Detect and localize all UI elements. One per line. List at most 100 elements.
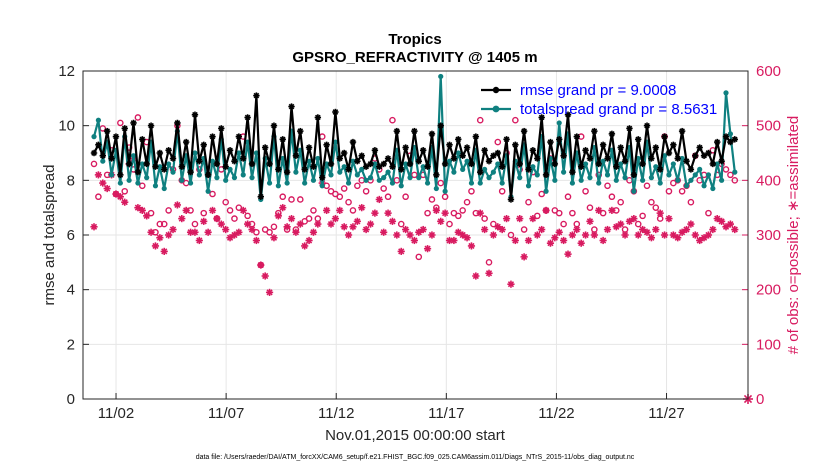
assimilated-point-stroke [134,204,142,211]
assimilated-point-stroke [301,242,308,250]
totalspread-point [688,177,694,183]
rmse-point-stroke [345,166,352,173]
assimilated-point-stroke [608,207,616,214]
assimilated-point-stroke [648,234,655,241]
rmse-point [165,147,172,154]
assimilated-point-stroke [709,226,716,233]
assimilated-point-stroke [384,210,392,217]
assimilated-point [546,239,555,247]
rmse-point-stroke [284,169,290,175]
assimilated-point-stroke [104,185,111,192]
rmse-point-stroke [644,122,650,129]
possible-point [687,198,695,206]
totalspread-point [350,158,356,164]
rmse-point-stroke [600,141,606,148]
rmse-point-stroke [639,161,646,167]
totalspread-point [420,164,426,170]
rmse-point [687,166,695,173]
rmse-point [472,133,480,140]
rmse-point [152,163,159,170]
rmse-point-stroke [236,133,242,140]
rmse-point-stroke [323,141,330,148]
rmse-point [437,122,444,129]
possible-point [134,114,142,121]
assimilated-point [314,220,322,228]
assimilated-point [428,231,436,239]
assimilated-point-stroke [310,229,317,236]
assimilated-point [520,253,528,261]
assimilated-point-stroke [95,171,102,178]
assimilated-point-stroke [161,248,168,255]
rmse-point [156,149,164,157]
assimilated-point-stroke [218,220,225,228]
assimilated-point-stroke [380,229,387,236]
rmse-point-stroke [718,158,725,165]
totalspread-point [438,73,444,80]
possible-point [279,193,287,201]
rmse-point-stroke [477,169,484,175]
totalspread-point [170,169,176,175]
data-file-note: data file: /Users/raeder/DAI/ATM_forcXX/… [196,454,635,461]
possible-point [415,253,423,261]
rmse-point [525,166,532,173]
totalspread-point [187,180,194,186]
assimilated-point-stroke [450,237,458,244]
rmse-point-stroke [657,166,664,173]
possible-point [384,193,392,201]
rmse-point-stroke [319,174,326,181]
rmse-point-stroke [631,172,637,178]
rmse-point [121,125,128,132]
totalspread-point [701,183,707,189]
rmse-point-stroke [468,161,475,167]
x-tick-label: 11/27 [648,405,684,422]
assimilated-point-stroke [240,207,247,214]
assimilated-point-stroke [569,231,576,239]
assimilated-point-stroke [266,289,273,296]
rmse-point [705,149,712,157]
totalspread-point [359,166,365,172]
rmse-point-stroke [205,172,211,178]
rmse-point-stroke [196,158,203,165]
assimilated-point [323,206,331,214]
possible-point [507,231,515,239]
rmse-point [275,166,282,173]
totalspread-point [249,175,255,181]
rmse-point [204,171,212,179]
rmse-point-stroke [372,147,378,154]
rmse-point [314,114,322,121]
assimilated-point [437,217,445,225]
totalspread-point [569,180,575,186]
possible-point [266,228,273,236]
rmse-point-stroke [301,166,308,173]
assimilated-point [516,215,524,223]
totalspread-point [525,183,532,189]
rmse-point-stroke [534,155,541,162]
rmse-point-stroke [569,169,576,175]
rmse-point [411,127,418,135]
rmse-point [261,144,269,151]
rmse-point [731,136,738,143]
totalspread-point [556,120,562,126]
x-tick-label: 11/12 [318,405,354,422]
assimilated-point [726,220,734,228]
totalspread-point [152,183,159,189]
possible-point [428,196,436,203]
totalspread-point [464,158,470,164]
assimilated-point [103,184,111,193]
totalspread-point [657,180,663,186]
rmse-point-stroke [293,152,299,159]
totalspread-point [139,161,145,167]
rmse-point-stroke [394,128,400,134]
y-tick-label-right: 0 [756,391,764,408]
totalspread-point [315,155,321,162]
assimilated-point [682,225,691,234]
rmse-point [468,160,475,168]
assimilated-point-stroke [305,237,313,244]
assimilated-point-stroke [226,234,234,241]
assimilated-point [476,209,484,217]
totalspread-point [130,153,137,159]
rmse-point [240,155,247,162]
assimilated-point-stroke [674,234,681,241]
totalspread-point [697,166,703,172]
totalspread-point [613,177,619,183]
